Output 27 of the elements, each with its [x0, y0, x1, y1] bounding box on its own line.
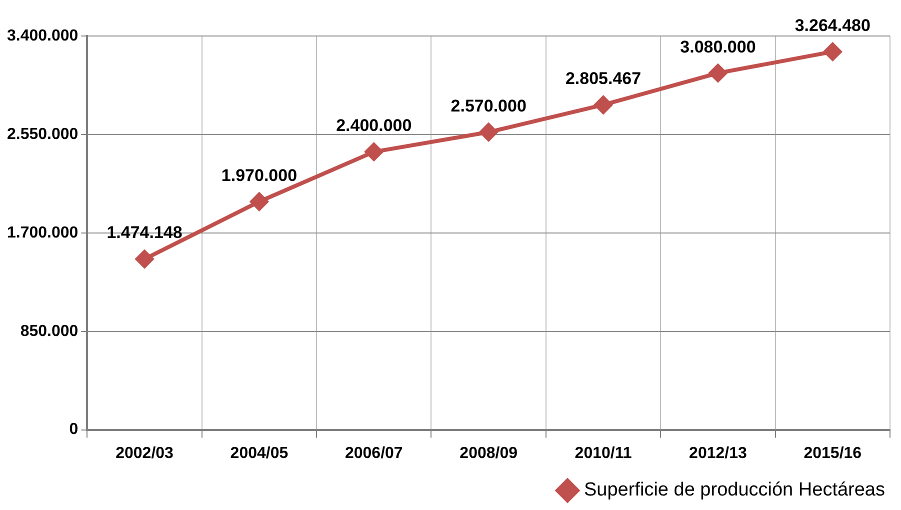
- x-tick-label: 2010/11: [574, 444, 632, 462]
- data-label: 1.970.000: [221, 166, 298, 185]
- y-tick-label: 3.400.000: [6, 27, 78, 44]
- point: [136, 250, 154, 268]
- point: [708, 64, 727, 82]
- y-tick-label: 0: [69, 421, 78, 438]
- point: [480, 123, 498, 142]
- x-tick-label: 2012/13: [689, 444, 747, 462]
- data-label: 1.474.148: [106, 223, 182, 242]
- y-tick-label: 850.000: [20, 322, 78, 340]
- point: [250, 192, 268, 211]
- x-tick-label: 2002/03: [116, 444, 174, 462]
- x-tick-label: 2006/07: [344, 444, 403, 462]
- data-label: 3.080.000: [680, 37, 756, 56]
- x-tick-label: 2004/05: [230, 444, 288, 462]
- data-label: 2.805.467: [565, 69, 642, 88]
- x-tick-label: 2008/09: [460, 444, 518, 462]
- data-label: 3.264.480: [794, 16, 870, 35]
- point: [594, 96, 612, 114]
- y-tick-label: 1.700.000: [6, 224, 78, 242]
- data-label: 2.570.000: [450, 96, 526, 116]
- data-label: 2.400.000: [336, 116, 412, 136]
- legend-label: Superficie de producción Hectáreas: [584, 480, 886, 501]
- y-tick-label: 2.550.000: [6, 126, 78, 143]
- point: [364, 142, 383, 161]
- point: [824, 42, 842, 61]
- x-tick-label: 2015/16: [804, 444, 862, 462]
